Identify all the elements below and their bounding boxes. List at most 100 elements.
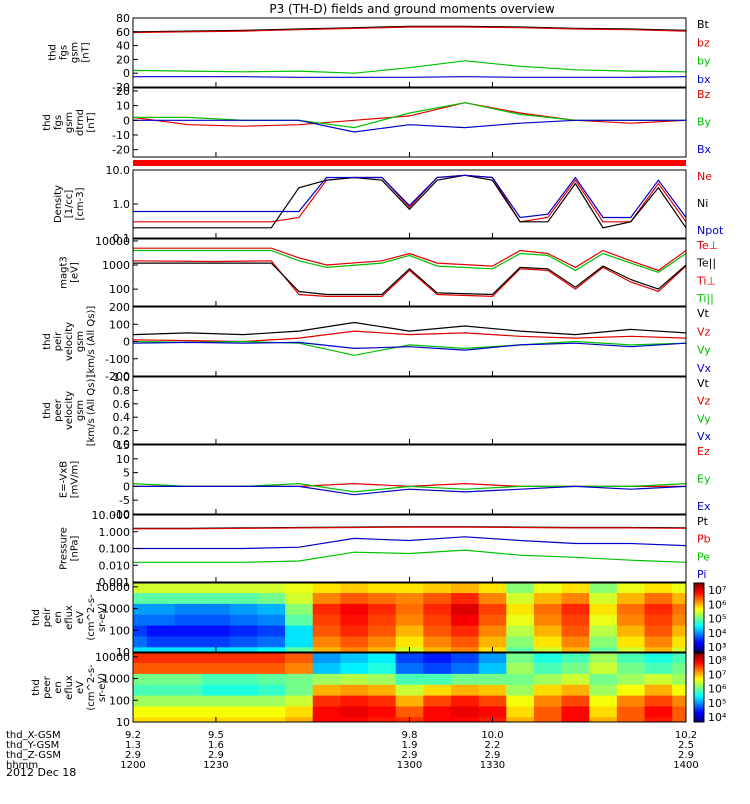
heatmap-cell [202, 705, 231, 718]
colorbar-segment [694, 645, 704, 648]
legend-entry: Pb [697, 533, 711, 546]
heatmap-cell [589, 673, 618, 685]
heatmap-cell [450, 662, 480, 674]
y-tick-label: 80 [116, 12, 130, 25]
heatmap-cell [644, 705, 673, 718]
heatmap-cell [146, 614, 175, 626]
heatmap-cell [133, 592, 148, 604]
y-tick-label: 0.001 [99, 576, 131, 589]
legend-entry: Vy [697, 344, 711, 357]
heatmap-cell [672, 695, 687, 707]
heatmap-cell [340, 583, 369, 594]
series-line-Ne [133, 174, 687, 223]
y-axis-label-line: fgs [59, 45, 70, 60]
heatmap-cell [506, 673, 535, 685]
colorbar-segment [694, 684, 704, 687]
colorbar-segment [694, 641, 704, 644]
heatmap-cell [257, 684, 286, 696]
heatmap-cell [146, 583, 175, 594]
y-axis-label-line: eV [75, 611, 86, 624]
colorbar-segment [694, 605, 704, 608]
heatmap-cell [672, 662, 687, 674]
y-tick-label: 1.0 [113, 198, 131, 211]
heatmap-cell [133, 716, 148, 723]
colorbar-segment [694, 634, 704, 637]
y-axis-label-line: thd [42, 333, 53, 350]
heatmap-cell [312, 583, 341, 594]
heatmap-cell [644, 592, 673, 604]
heatmap-cell [478, 653, 507, 664]
heatmap-cell [368, 684, 397, 696]
heatmap-cell [285, 603, 314, 615]
colorbar-segment [694, 670, 704, 673]
panel-peir_velocity: Vt Vz Vy Vx 200 100 0 -100 -200 thd peir velocity gs… [42, 301, 712, 383]
heatmap-cell [423, 625, 452, 637]
colorbar-segment [694, 607, 704, 610]
series-line-Ni [133, 174, 687, 229]
x-axis-row-value: 1300 [397, 760, 422, 771]
heatmap-cell [589, 646, 618, 653]
heatmap-cell [202, 684, 231, 696]
series-line-by [132, 60, 687, 74]
heatmap-cell [174, 614, 203, 626]
y-tick-label: 0.8 [113, 384, 131, 397]
heatmap-cell [312, 695, 341, 707]
y-tick-label: 0 [123, 114, 130, 127]
heatmap-cell [589, 635, 618, 648]
heatmap-cell [229, 614, 258, 626]
heatmap-cell [395, 705, 424, 718]
heatmap-cell [478, 603, 507, 615]
heatmap-cell [174, 653, 203, 664]
heatmap-cell [340, 635, 369, 648]
y-axis-label-line: thd [31, 609, 42, 626]
heatmap-cell [146, 603, 175, 615]
heatmap-cell [133, 684, 148, 696]
legend-entry: Ti|| [696, 292, 714, 305]
heatmap-cell [423, 695, 452, 707]
y-tick-label: 100 [109, 318, 130, 331]
y-tick-label: 0 [123, 336, 130, 349]
colorbar-segment [694, 589, 704, 593]
y-axis-label-line: [1/cc] [64, 190, 75, 219]
panel-frame [132, 376, 687, 445]
y-axis-label-line: gsm [75, 331, 86, 352]
colorbar-label: 10³ [708, 641, 726, 654]
colorbar-label: 10⁴ [708, 627, 727, 640]
y-tick-label: 1000 [102, 673, 130, 686]
y-axis-label: E=-VxB [mV/m] [59, 461, 81, 499]
colorbar-segment [694, 654, 704, 657]
y-tick-label: 10 [116, 100, 130, 113]
heatmap-cell [257, 705, 286, 718]
heatmap-cell [285, 695, 314, 707]
heatmap-cell [478, 635, 507, 648]
colorbar-segment [694, 656, 704, 659]
heatmap-cell [533, 662, 563, 674]
colorbar-segment [694, 699, 704, 702]
heatmap-cell [478, 592, 507, 604]
panel-frame [132, 444, 687, 515]
heatmap-cell [533, 716, 563, 723]
heatmap-cell [589, 705, 618, 718]
heatmap-cell [174, 583, 203, 594]
heatmap-cell [561, 635, 590, 648]
y-tick-label: 100 [109, 283, 130, 296]
heatmap-cell [561, 646, 590, 653]
heatmap-cell [478, 583, 507, 594]
y-tick-label: -20 [112, 81, 130, 94]
heatmap-cell [644, 614, 673, 626]
y-tick-label: 0.100 [99, 543, 131, 556]
y-axis-label-line: thd [48, 44, 59, 61]
y-axis-label-line: en [53, 681, 64, 694]
colorbar-segment [694, 675, 704, 678]
heatmap-cell [644, 583, 673, 594]
heatmap-cell [229, 684, 258, 696]
heatmap-cell [312, 646, 341, 653]
x-axis-row-label: thd_Y-GSM [6, 740, 59, 751]
heatmap-cell [133, 673, 148, 685]
panel-frame [132, 238, 687, 307]
heatmap-cell [506, 695, 535, 707]
heatmap-cell [533, 646, 563, 653]
heatmap-cell [644, 646, 673, 653]
heatmap-cell [202, 625, 231, 637]
heatmap-cell [340, 684, 369, 696]
